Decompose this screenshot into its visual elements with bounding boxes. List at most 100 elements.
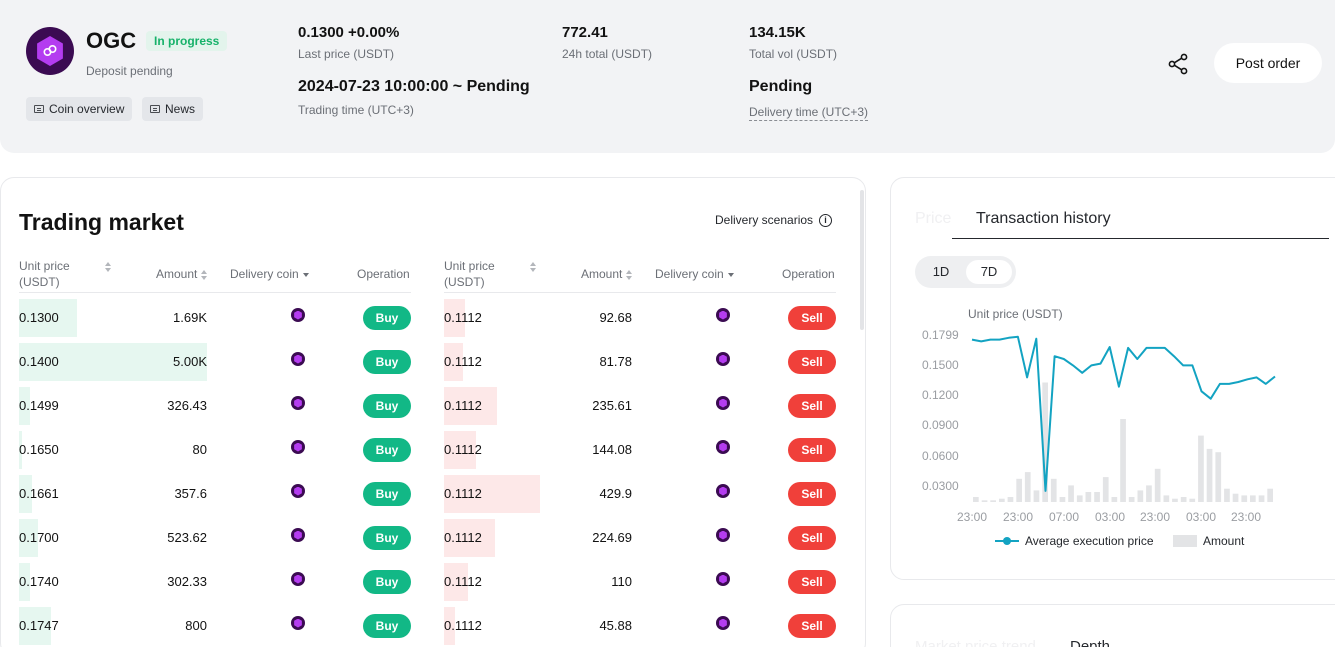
total-24h-label: 24h total (USDT) [562,47,653,61]
amount-bar [1059,497,1066,502]
amount-cell: 523.62 [167,530,207,545]
amount-cell: 1.69K [173,310,207,325]
buy-unit-price-header[interactable]: Unit price (USDT) [19,258,70,290]
x-tick: 23:00 [1003,510,1034,524]
unit-price-cell: 0.1499 [19,398,59,413]
buy-button[interactable]: Buy [363,350,411,374]
sell-order-row: 0.1112 235.61 Sell [444,387,836,425]
tab-underline [952,238,1329,239]
sell-amount-header[interactable]: Amount [581,266,633,282]
delivery-time-label[interactable]: Delivery time (UTC+3) [749,105,869,121]
total-vol-label: Total vol (USDT) [749,47,838,61]
buy-button[interactable]: Buy [363,482,411,506]
amount-bar [1154,468,1161,502]
buy-amount-header[interactable]: Amount [156,266,208,282]
y-axis-title: Unit price (USDT) [968,307,1063,321]
line-legend-icon [995,537,1019,545]
sell-button[interactable]: Sell [788,438,836,462]
amount-bar [1215,452,1222,502]
amount-bar [990,500,996,502]
amount-bar [1068,485,1074,502]
sell-operation-header: Operation [782,267,835,281]
amount-cell: 45.88 [599,618,632,633]
amount-cell: 92.68 [599,310,632,325]
chevron-down-icon [727,272,734,277]
delivery-scenarios-link[interactable]: Delivery scenarios i [715,213,833,227]
sell-button[interactable]: Sell [788,394,836,418]
buy-operation-header: Operation [357,267,410,281]
sell-button[interactable]: Sell [788,570,836,594]
depth-bar [444,607,455,645]
amount-cell: 302.33 [167,574,207,589]
trading-market-title: Trading market [19,209,184,235]
sell-order-row: 0.1112 144.08 Sell [444,431,836,469]
unit-price-cell: 0.1400 [19,354,59,369]
range-1d[interactable]: 1D [932,264,950,279]
amount-cell: 429.9 [599,486,632,501]
buy-delivery-coin-header[interactable]: Delivery coin [230,266,309,282]
sell-button[interactable]: Sell [788,306,836,330]
buy-button[interactable]: Buy [363,438,411,462]
ogc-coin-icon [291,616,305,630]
buy-button[interactable]: Buy [363,394,411,418]
depth-card [890,604,1335,647]
buy-button[interactable]: Buy [363,570,411,594]
depth-bar [444,563,468,601]
amount-cell: 326.43 [167,398,207,413]
sell-button[interactable]: Sell [788,614,836,638]
amount-cell: 80 [192,442,207,457]
post-order-button[interactable]: Post order [1214,43,1322,83]
tab-market-price-trend[interactable]: Market price trend [915,638,1036,647]
amount-cell: 235.61 [592,398,632,413]
amount-bar [1033,490,1040,502]
sell-order-row: 0.1112 224.69 Sell [444,519,836,557]
sort-icon[interactable] [530,262,536,272]
share-icon[interactable] [1166,52,1190,76]
delivery-time: Pending [749,78,813,95]
buy-button[interactable]: Buy [363,306,411,330]
sell-delivery-coin-header[interactable]: Delivery coin [655,266,734,282]
amount-bar [1094,492,1100,502]
tab-depth[interactable]: Depth [1070,638,1111,647]
amount-bar [1189,498,1196,502]
buy-order-row: 0.1499 326.43 Buy [19,387,411,425]
coin-overview-button[interactable]: Coin overview [26,97,133,121]
sell-button[interactable]: Sell [788,482,836,506]
news-icon [150,105,160,113]
buy-button[interactable]: Buy [363,614,411,638]
unit-price-cell: 0.1300 [19,310,59,325]
unit-price-cell: 0.1112 [444,310,482,325]
sell-unit-price-header[interactable]: Unit price (USDT) [444,258,495,290]
tab-transaction-history[interactable]: Transaction history [976,210,1111,227]
unit-price-cell: 0.1650 [19,442,59,457]
ogc-coin-icon [716,352,730,366]
unit-price-header-unit: (USDT) [19,275,60,289]
sell-button[interactable]: Sell [788,350,836,374]
delivery-coin-header-label: Delivery coin [230,267,299,281]
legend-amount[interactable]: Amount [1173,534,1244,548]
unit-price-cell: 0.1112 [444,574,482,589]
depth-bar [444,343,463,381]
amount-bar [1085,492,1092,502]
y-tick: 0.0300 [922,479,959,493]
x-tick: 23:00 [1231,510,1262,524]
unit-price-cell: 0.1112 [444,486,482,501]
bar-legend-icon [1173,535,1197,547]
ogc-coin-icon [716,396,730,410]
unit-price-cell: 0.1112 [444,618,482,633]
legend-avg-price[interactable]: Average execution price [995,534,1154,548]
sort-icon[interactable] [105,262,111,272]
tab-price[interactable]: Price [915,210,952,227]
range-7d[interactable]: 7D [966,260,1012,284]
unit-price-header-label: Unit price [19,259,70,273]
amount-bar [1042,382,1048,502]
sell-button[interactable]: Sell [788,526,836,550]
depth-bar [444,387,497,425]
unit-price-header-label: Unit price [444,259,495,273]
amount-cell: 144.08 [592,442,632,457]
scrollbar[interactable] [860,190,864,330]
buy-button[interactable]: Buy [363,526,411,550]
amount-bar [1137,490,1144,502]
x-tick: 07:00 [1049,510,1080,524]
news-button[interactable]: News [142,97,204,121]
